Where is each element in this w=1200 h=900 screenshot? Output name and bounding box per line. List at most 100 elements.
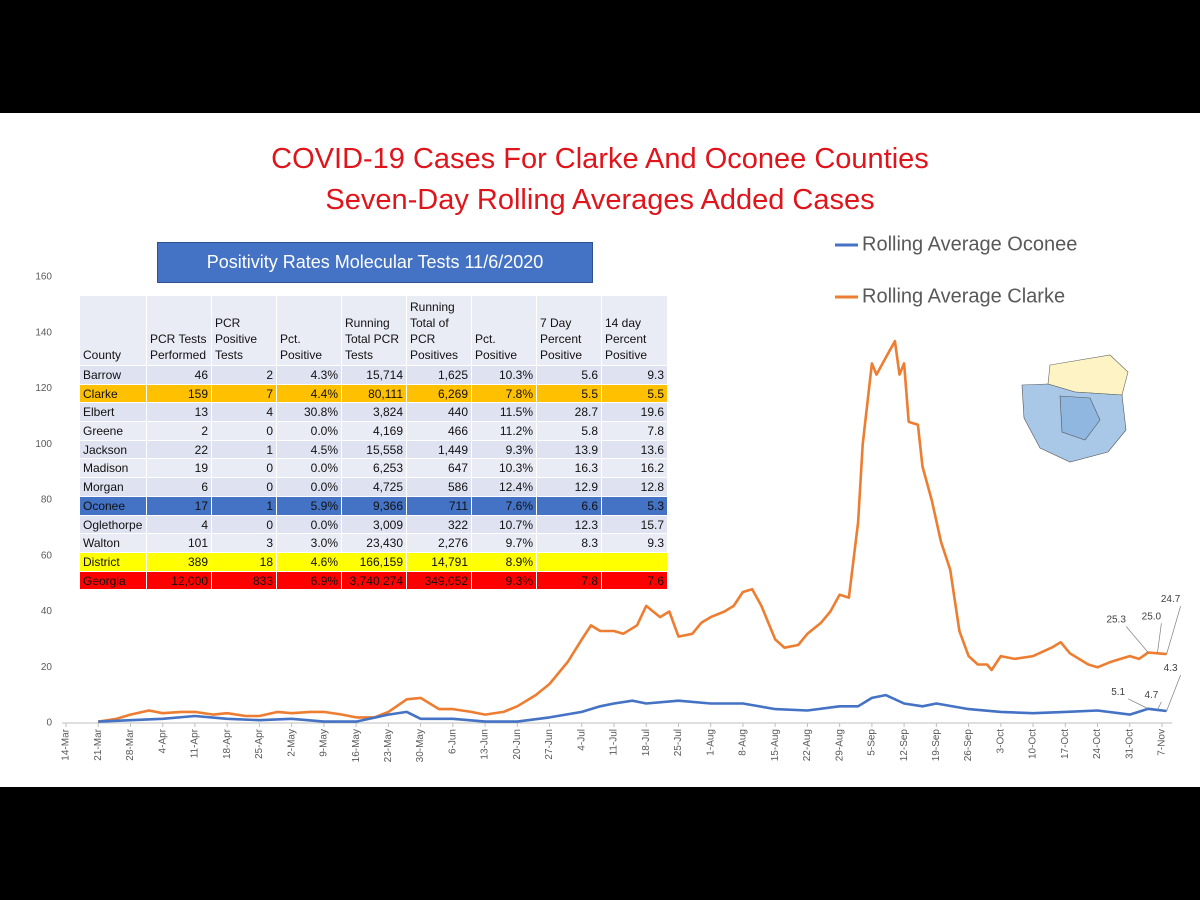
- table-cell: 12,000: [147, 571, 212, 591]
- y-tick-label: 40: [41, 606, 53, 617]
- x-tick-label: 26-Sep: [963, 729, 974, 762]
- table-row: Elbert 13 4 30.8% 3,824 440 11.5% 28.7 19.6: [80, 403, 668, 423]
- header-cell: Running Total of PCR Positives: [407, 296, 472, 366]
- x-tick-label: 4-Jul: [576, 729, 587, 751]
- legend-label: Rolling Average Oconee: [862, 233, 1077, 255]
- header-text: Pct. Positive: [280, 332, 323, 362]
- table-cell: 647: [407, 459, 472, 479]
- y-tick-label: 160: [35, 272, 52, 283]
- table-cell: Greene: [80, 422, 147, 441]
- header-text: PCR Tests Performed: [150, 332, 207, 362]
- table-cell: 4.3%: [277, 366, 342, 385]
- x-tick-label: 6-Jun: [447, 729, 458, 754]
- table-cell: 17: [147, 496, 212, 516]
- label-leader: [1166, 674, 1181, 712]
- table-cell: 19: [147, 459, 212, 479]
- table-cell: 16.3: [537, 459, 602, 479]
- table-cell: [602, 552, 668, 572]
- table-cell: 1: [212, 440, 277, 460]
- x-tick-label: 21-Mar: [93, 728, 104, 760]
- table-cell: 5.5: [537, 384, 602, 404]
- table-cell: 12.4%: [472, 478, 537, 497]
- x-tick-label: 4-Apr: [157, 728, 168, 753]
- table-cell: 9.3: [602, 366, 668, 385]
- table-row: Georgia 12,000 833 6.9% 3,740,274 349,052 9.3%…: [80, 571, 668, 591]
- table-cell: 5.9%: [277, 496, 342, 516]
- label-leader: [1166, 606, 1181, 655]
- header-text: Pct. Positive: [475, 332, 518, 362]
- header-text: 7 Day Percent Positive: [540, 316, 583, 362]
- table-cell: 28.7: [537, 403, 602, 423]
- table-cell: 1,449: [407, 440, 472, 460]
- table-cell: 0.0%: [277, 459, 342, 479]
- table-row: Jackson 22 1 4.5% 15,558 1,449 9.3% 13.9 13.6: [80, 440, 668, 460]
- table-title: Positivity Rates Molecular Tests 11/6/20…: [157, 242, 593, 283]
- table-cell: 9.7%: [472, 534, 537, 553]
- title-line: Seven-Day Rolling Averages Added Cases: [325, 184, 874, 216]
- table-cell: 7.8: [537, 571, 602, 591]
- table-cell: 6,269: [407, 384, 472, 404]
- table-cell: 101: [147, 534, 212, 553]
- table-cell: 6.9%: [277, 571, 342, 591]
- table-cell: 19.6: [602, 403, 668, 423]
- table-cell: 4.6%: [277, 552, 342, 572]
- table-cell: 12.8: [602, 478, 668, 497]
- label-leader: [1157, 701, 1162, 711]
- table-cell: 7.8%: [472, 384, 537, 404]
- table-row: Oglethorpe 4 0 0.0% 3,009 322 10.7% 12.3 15.7: [80, 515, 668, 535]
- table-row: Greene 2 0 0.0% 4,169 466 11.2% 5.8 7.8: [80, 422, 668, 441]
- table-cell: 3,009: [342, 515, 407, 535]
- table-cell: 1,625: [407, 366, 472, 385]
- table-cell: 9.3: [602, 534, 668, 553]
- table-cell: 15,558: [342, 440, 407, 460]
- table-cell: 0: [212, 515, 277, 535]
- table-cell: Elbert: [80, 403, 147, 423]
- header-text: County: [83, 348, 122, 362]
- table-cell: 166,159: [342, 552, 407, 572]
- x-tick-label: 2-May: [286, 729, 297, 757]
- table-cell: 12.9: [537, 478, 602, 497]
- x-tick-label: 18-Jul: [641, 729, 652, 756]
- table-cell: 13.9: [537, 440, 602, 460]
- table-cell: 0: [212, 459, 277, 479]
- table-cell: 4: [147, 515, 212, 535]
- table-cell: 7: [212, 384, 277, 404]
- table-cell: 5.3: [602, 496, 668, 516]
- table-cell: Madison: [80, 459, 147, 479]
- table-cell: 322: [407, 515, 472, 535]
- series-line: [98, 339, 1167, 723]
- header-cell: Running Total PCR Tests: [342, 296, 407, 366]
- label-leader: [1157, 623, 1162, 654]
- header-text: Running Total PCR Tests: [345, 316, 400, 362]
- table-cell: 6,253: [342, 459, 407, 479]
- table-cell: 13: [147, 403, 212, 423]
- table-cell: 4.4%: [277, 384, 342, 404]
- table-cell: 3: [212, 534, 277, 553]
- data-label: 4.7: [1144, 690, 1158, 701]
- table-cell: 3,824: [342, 403, 407, 423]
- data-label: 24.7: [1161, 594, 1181, 605]
- table-cell: 4,169: [342, 422, 407, 441]
- x-tick-label: 1-Aug: [705, 729, 716, 756]
- x-tick-label: 25-Jul: [673, 729, 684, 756]
- table-cell: 15,714: [342, 366, 407, 385]
- table-cell: 711: [407, 496, 472, 516]
- header-cell: PCR Tests Performed: [147, 296, 212, 366]
- map-region: [1059, 395, 1101, 441]
- table-cell: 3.0%: [277, 534, 342, 553]
- table-cell: Jackson: [80, 440, 147, 460]
- x-tick-label: 3-Oct: [995, 729, 1006, 754]
- table-cell: 16.2: [602, 459, 668, 479]
- table-cell: 0: [212, 422, 277, 441]
- table-cell: 2,276: [407, 534, 472, 553]
- header-text: 14 day Percent Positive: [605, 316, 648, 362]
- x-tick-label: 10-Oct: [1028, 729, 1039, 759]
- y-tick-label: 120: [35, 383, 52, 394]
- table-cell: 10.3%: [472, 366, 537, 385]
- table-cell: Oconee: [80, 496, 147, 516]
- table-cell: 4,725: [342, 478, 407, 497]
- table-cell: 389: [147, 552, 212, 572]
- table-cell: 4: [212, 403, 277, 423]
- table-cell: Clarke: [80, 384, 147, 404]
